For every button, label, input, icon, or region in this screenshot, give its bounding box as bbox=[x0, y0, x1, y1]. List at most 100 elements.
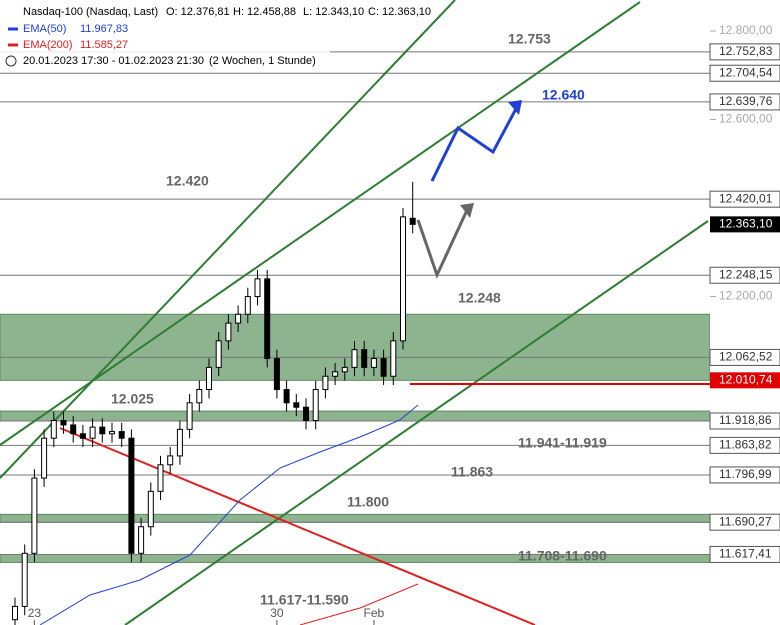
candle-body bbox=[264, 278, 271, 360]
arrow-head bbox=[460, 203, 474, 218]
x-tick-label: 23 bbox=[28, 606, 42, 620]
candle-body bbox=[21, 552, 28, 607]
title: Nasdaq-100 (Nasdaq, Last) bbox=[23, 6, 158, 18]
candle-body bbox=[60, 420, 67, 426]
ohlc: H: 12.458,88 bbox=[233, 6, 296, 18]
candle-body bbox=[303, 406, 309, 422]
level-badge bbox=[709, 266, 780, 284]
candle-body bbox=[79, 433, 86, 439]
candle-body bbox=[70, 424, 77, 435]
candle-body bbox=[390, 340, 397, 377]
period: 20.01.2023 17:30 - 01.02.2023 21:30 bbox=[23, 55, 204, 67]
price-badge bbox=[710, 216, 780, 233]
annotation: 11.617-11.590 bbox=[260, 592, 349, 608]
level-badge bbox=[709, 412, 780, 430]
candle-body bbox=[12, 605, 18, 621]
legend: Nasdaq-100 (Nasdaq, Last) O: 12.376,81 H… bbox=[0, 0, 431, 70]
level-badge bbox=[709, 43, 780, 61]
candle-body bbox=[400, 216, 406, 342]
candle-body bbox=[380, 358, 387, 377]
annotation: 12.420 bbox=[166, 173, 209, 189]
candle-body bbox=[50, 420, 57, 439]
ohlc: C: 12.363,10 bbox=[368, 6, 431, 18]
level-label: 11.617,41 bbox=[719, 547, 772, 561]
candle-body bbox=[109, 431, 115, 435]
annotation: 12.753 bbox=[508, 31, 551, 47]
candle-body bbox=[370, 358, 377, 368]
candle-body bbox=[254, 278, 261, 298]
forecast-arrow bbox=[430, 104, 520, 182]
candle-body bbox=[235, 313, 242, 324]
candle-body bbox=[351, 349, 358, 368]
level-badge bbox=[709, 190, 780, 208]
ohlc: O: 12.376,81 bbox=[166, 6, 230, 18]
candle-body bbox=[312, 389, 319, 422]
zone bbox=[0, 513, 711, 523]
price-badge bbox=[710, 372, 780, 389]
level-label: 12.704,54 bbox=[719, 65, 773, 79]
y-tick-label: 12.200,00 bbox=[719, 289, 773, 303]
level-label: 12.639,76 bbox=[719, 94, 773, 108]
candle-body bbox=[186, 402, 193, 430]
legend-value: 11.585,27 bbox=[80, 39, 128, 51]
candle-body bbox=[147, 490, 154, 528]
zone bbox=[0, 410, 711, 422]
candle-body bbox=[244, 296, 251, 315]
candle-body bbox=[31, 477, 38, 554]
candle-body bbox=[128, 437, 135, 554]
candle-body bbox=[322, 375, 329, 391]
annotation: 12.248 bbox=[458, 290, 501, 306]
candle-body bbox=[89, 426, 96, 439]
level-badge bbox=[709, 64, 780, 82]
candle-body bbox=[176, 428, 183, 457]
candle-body bbox=[361, 349, 368, 368]
level-badge bbox=[709, 466, 780, 484]
price-label: 12.363,10 bbox=[719, 217, 773, 231]
level-label: 12.752,83 bbox=[719, 44, 773, 58]
ohlc: L: 12.343,10 bbox=[303, 6, 364, 18]
level-label: 11.863,82 bbox=[719, 438, 772, 452]
level-label: 12.062,52 bbox=[719, 350, 773, 364]
level-badge bbox=[709, 545, 780, 563]
legend-value: 11.967,83 bbox=[80, 23, 128, 35]
level-badge bbox=[709, 93, 780, 111]
level-badge bbox=[709, 348, 780, 366]
level-label: 12.248,15 bbox=[719, 267, 773, 281]
level-label: 12.420,01 bbox=[719, 191, 773, 205]
level-label: 11.918,86 bbox=[719, 413, 772, 427]
legend-name: EMA(50) bbox=[23, 23, 66, 35]
annotation: 11.941-11.919 bbox=[518, 435, 607, 451]
arrow-head bbox=[508, 100, 522, 115]
candle-body bbox=[225, 322, 232, 342]
candle-body bbox=[167, 455, 174, 466]
x-tick-label: Feb bbox=[364, 606, 385, 620]
price-label: 12.010,74 bbox=[719, 373, 773, 387]
y-tick-label: 12.600,00 bbox=[719, 112, 773, 126]
period-note: (2 Wochen, 1 Stunde) bbox=[209, 55, 316, 67]
annotation: 12.640 bbox=[542, 87, 585, 103]
candle-body bbox=[118, 431, 125, 439]
candle-body bbox=[41, 437, 48, 479]
level-label: 11.690,27 bbox=[719, 514, 772, 528]
candle-body bbox=[293, 402, 300, 408]
legend-name: EMA(200) bbox=[23, 39, 73, 51]
y-tick-label: 12.800,00 bbox=[719, 23, 773, 37]
candle-body bbox=[206, 366, 212, 391]
candle-body bbox=[157, 464, 164, 492]
forecast-arrow bbox=[416, 207, 470, 280]
candle-body bbox=[273, 358, 280, 391]
trendlines bbox=[0, 0, 709, 625]
candle-body bbox=[283, 389, 290, 404]
annotation: 12.025 bbox=[111, 391, 154, 407]
level-badge bbox=[709, 513, 780, 531]
candle-body bbox=[99, 426, 106, 435]
candle-body bbox=[196, 389, 203, 404]
annotation: 11.863 bbox=[451, 464, 493, 480]
ema200 bbox=[299, 583, 419, 625]
level-label: 11.796,99 bbox=[719, 467, 772, 481]
candle-body bbox=[332, 371, 339, 377]
level-badge bbox=[709, 436, 780, 454]
annotation: 11.708-11.690 bbox=[518, 548, 607, 564]
x-tick-label: 30 bbox=[270, 606, 284, 620]
